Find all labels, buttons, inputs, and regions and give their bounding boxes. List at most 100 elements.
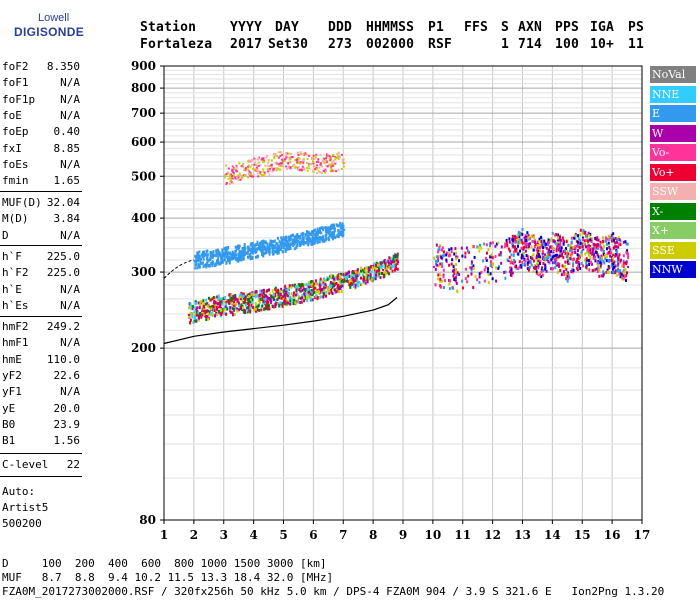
echo-point <box>222 312 225 316</box>
echo-point <box>489 272 492 276</box>
echo-point <box>242 247 245 251</box>
echo-point <box>532 259 535 263</box>
trace-point <box>313 236 316 239</box>
echo-point <box>305 237 308 240</box>
echo-point <box>514 236 517 240</box>
echo-point <box>298 288 301 292</box>
param-label: B1 <box>2 434 16 448</box>
echo-point <box>510 253 513 257</box>
echo-point <box>219 252 222 256</box>
x-tick-label: 16 <box>604 528 621 542</box>
model-profile-line <box>163 297 398 345</box>
echo-point <box>225 164 227 167</box>
echo-point <box>250 158 253 161</box>
echo-point <box>557 243 560 247</box>
echo-point <box>312 156 314 159</box>
echo-point <box>483 268 486 272</box>
echo-point <box>618 238 621 242</box>
echo-point <box>287 288 290 291</box>
echo-point <box>482 259 485 263</box>
echo-point <box>366 280 369 284</box>
echo-point <box>213 253 216 257</box>
echo-point <box>297 240 300 243</box>
echo-point <box>292 302 295 306</box>
echo-point <box>357 271 360 275</box>
echo-point <box>549 245 552 249</box>
echo-point <box>250 159 253 162</box>
echo-point <box>610 264 613 268</box>
echo-point <box>333 229 336 233</box>
echo-point <box>466 280 469 284</box>
echo-point <box>248 170 251 173</box>
echo-point <box>542 246 544 250</box>
echo-point <box>237 178 240 181</box>
echo-point <box>452 286 455 290</box>
echo-point <box>284 296 287 300</box>
echo-point <box>259 299 262 303</box>
echo-point <box>226 247 229 251</box>
echo-point <box>564 264 567 268</box>
echo-point <box>470 262 473 266</box>
echo-point <box>606 268 609 272</box>
trace-point <box>567 262 570 265</box>
echo-point <box>536 257 539 261</box>
echo-point <box>352 276 355 280</box>
echo-point <box>331 170 334 173</box>
param-value: 225.0 <box>46 250 80 263</box>
echo-point <box>449 279 451 283</box>
echo-point <box>325 290 328 294</box>
echo-point <box>228 182 231 185</box>
echo-point <box>312 287 315 291</box>
echo-point <box>625 251 628 255</box>
echo-point <box>550 267 553 271</box>
echo-point <box>338 285 340 289</box>
trace-point <box>232 304 235 307</box>
trace-point <box>253 168 256 171</box>
echo-point <box>332 237 335 241</box>
echo-point <box>249 171 252 174</box>
echo-point <box>566 279 569 283</box>
echo-point <box>220 261 223 264</box>
echo-point <box>472 264 475 268</box>
echo-point <box>263 173 266 176</box>
echo-point <box>259 171 262 174</box>
echo-point <box>595 245 598 249</box>
echo-point <box>381 264 384 268</box>
echo-point <box>441 265 444 268</box>
echo-point <box>439 279 442 283</box>
param-value: N/A <box>60 228 80 242</box>
param-b1: B1 1.56 <box>2 434 80 450</box>
echo-point <box>505 241 508 245</box>
echo-point <box>519 241 522 245</box>
echo-point <box>202 252 204 256</box>
echo-point <box>546 251 549 255</box>
trace-point <box>283 244 286 247</box>
header-value-6: 1 <box>501 37 510 52</box>
echo-point <box>268 307 271 311</box>
echo-point <box>330 163 333 166</box>
echo-point <box>460 246 463 250</box>
echo-point <box>319 163 322 166</box>
echo-point <box>555 233 558 237</box>
param-label: B0 <box>2 417 16 431</box>
echo-point <box>301 293 304 297</box>
echo-point <box>202 305 205 309</box>
echo-point <box>277 288 280 292</box>
echo-point <box>557 270 559 274</box>
echo-point <box>307 288 310 291</box>
echo-point <box>345 272 348 276</box>
echo-point <box>375 273 378 277</box>
echo-point <box>454 276 457 280</box>
echo-point <box>355 279 358 283</box>
echo-point <box>242 292 245 296</box>
echo-point <box>528 260 530 264</box>
echo-point <box>550 246 553 250</box>
echo-point <box>337 155 339 158</box>
echo-point <box>261 304 264 308</box>
echo-point <box>310 283 313 287</box>
echo-point <box>199 303 202 306</box>
echo-point <box>300 284 302 288</box>
echo-point <box>441 246 444 250</box>
echo-point <box>266 248 269 252</box>
echo-point <box>490 253 493 257</box>
